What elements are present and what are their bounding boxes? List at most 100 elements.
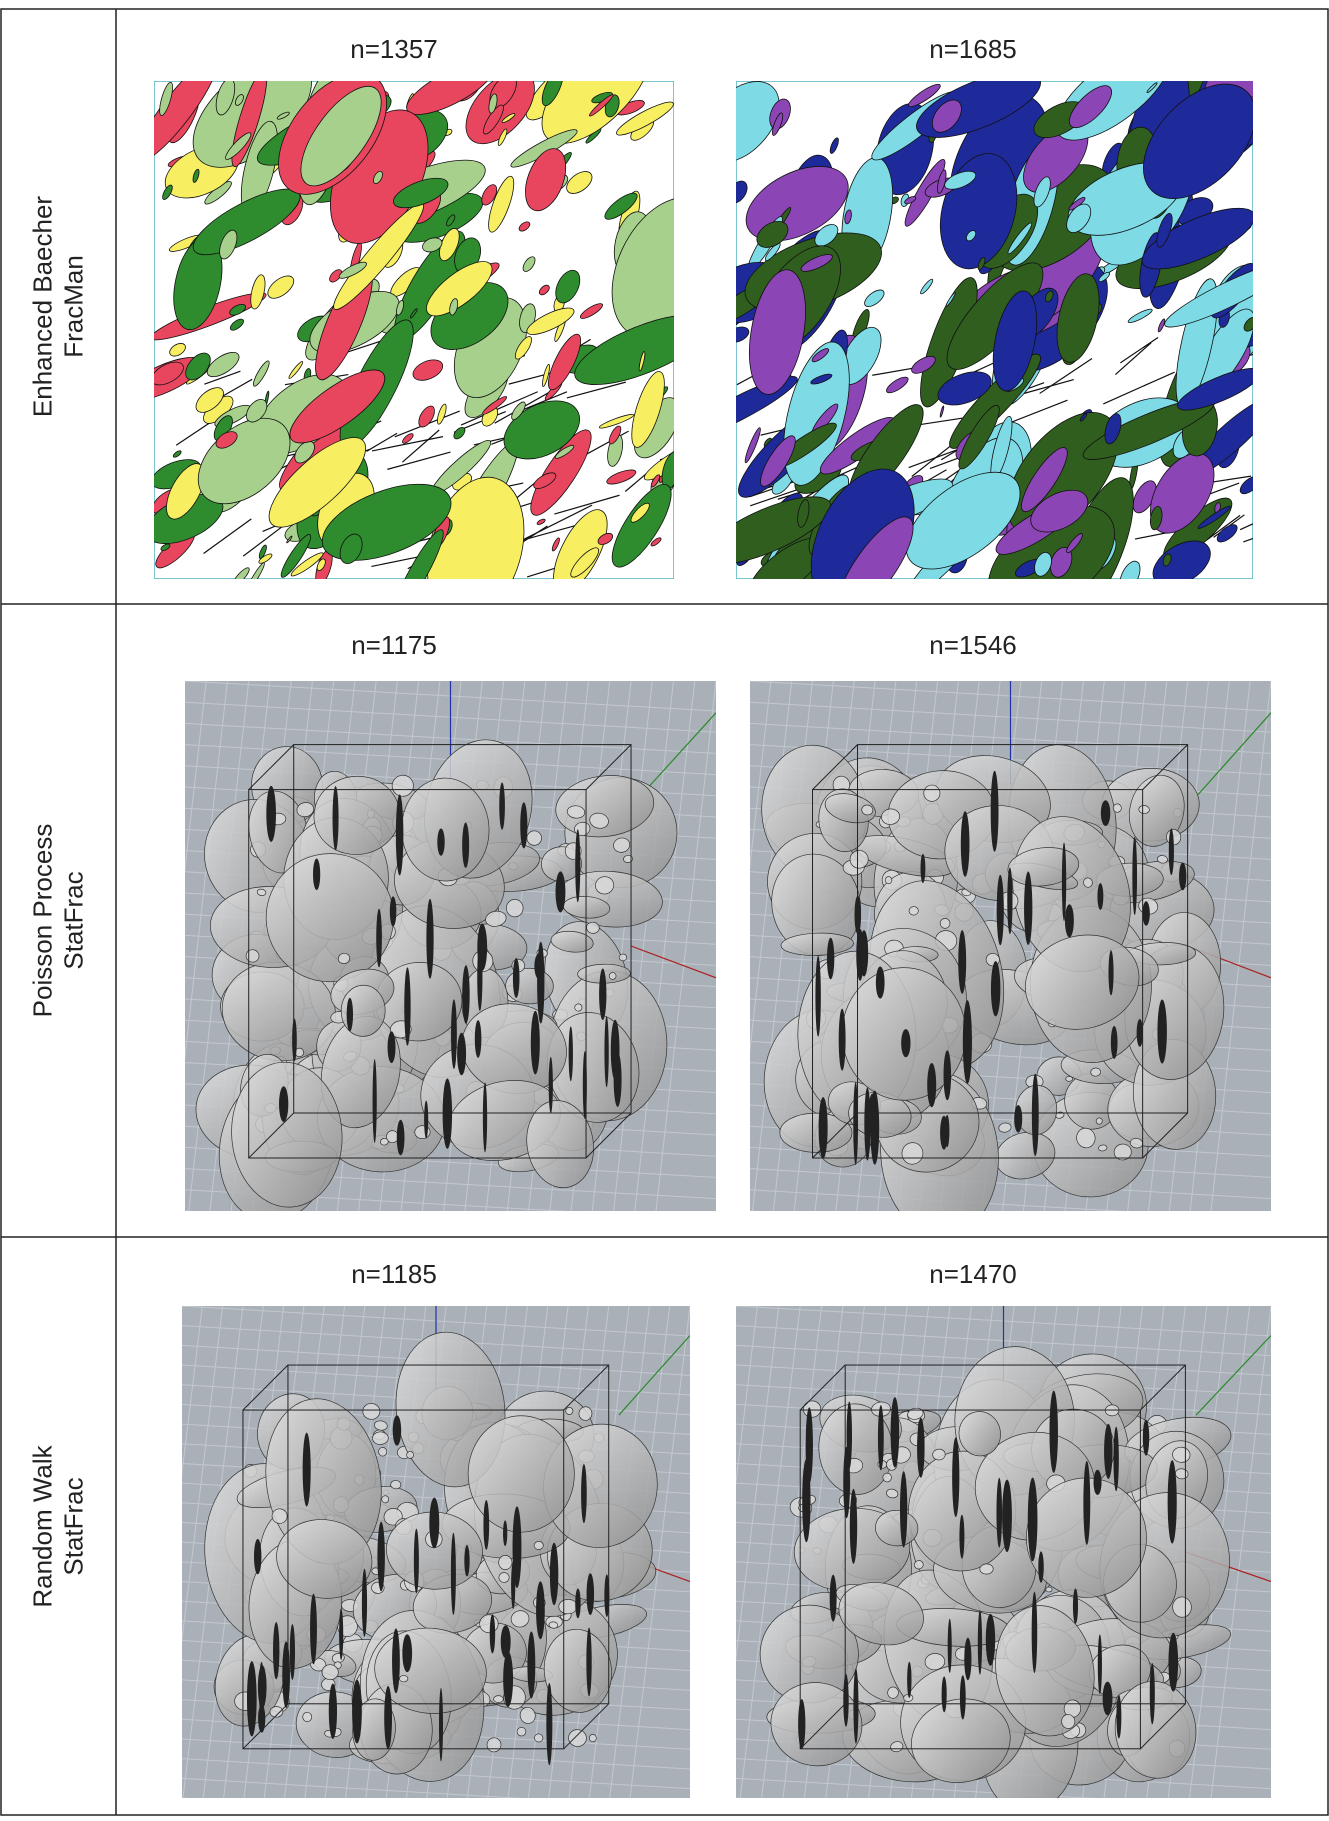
- fracture-edge: [587, 1573, 595, 1615]
- fracture-edge: [384, 1686, 392, 1749]
- fracture-edge: [1032, 1592, 1038, 1673]
- fracture-edge: [310, 1594, 317, 1665]
- fracture-edge: [575, 829, 580, 902]
- fracture-edge: [477, 943, 482, 1011]
- fracture-edge: [991, 961, 1000, 1016]
- fracture-edge: [581, 1464, 587, 1523]
- fracture-edge: [1104, 1424, 1112, 1479]
- fracture: [378, 1447, 387, 1456]
- fracture-edge: [959, 1515, 964, 1559]
- fracture-edge: [290, 1624, 295, 1680]
- fracture-edge: [948, 1619, 952, 1673]
- fracture-edge: [550, 1543, 558, 1605]
- fracture-edge: [1098, 1634, 1102, 1694]
- fracture-edge: [443, 1079, 452, 1149]
- fracture-edge: [798, 1699, 805, 1749]
- fracture: [909, 906, 919, 915]
- row-label-line: FracMan: [59, 255, 89, 358]
- fracture-edge: [1116, 1695, 1121, 1739]
- fracture-edge: [843, 1674, 848, 1727]
- fracture-edge: [333, 786, 339, 850]
- fracture-edge: [1014, 1105, 1022, 1133]
- fracture-edge: [462, 965, 469, 1023]
- fracture-edge: [964, 1638, 971, 1681]
- fracture: [390, 1480, 401, 1489]
- fracture-trace: [1246, 399, 1325, 415]
- fracture-edge: [978, 1610, 982, 1674]
- fracture-edge: [827, 938, 834, 980]
- panel-caption: n=1546: [929, 630, 1016, 660]
- page: {"rows": [ {"label": ["Enhanced Baecher"…: [0, 0, 1329, 1816]
- fracture-edge: [1143, 1420, 1149, 1456]
- fracture-edge: [503, 1651, 513, 1706]
- fracture-edge: [292, 1018, 297, 1061]
- fracture-edge: [847, 1402, 852, 1469]
- panel-image: [119, 16, 741, 632]
- fracture-edge: [279, 1086, 288, 1122]
- fracture-edge: [254, 1539, 261, 1574]
- row-label-line: StatFrac: [59, 871, 89, 969]
- fracture-edge: [876, 966, 885, 998]
- fracture: [883, 1473, 892, 1482]
- fracture-edge: [960, 1675, 966, 1719]
- fracture-edge: [303, 1433, 311, 1507]
- fracture: [549, 1621, 559, 1628]
- fracture-edge: [549, 1057, 553, 1114]
- fracture-edge: [475, 1020, 482, 1058]
- panel-caption: n=1185: [351, 1259, 437, 1289]
- ground-grid: [125, 681, 185, 1211]
- fracture-edge: [527, 1632, 535, 1699]
- fracture-edge: [1113, 1427, 1118, 1491]
- fracture-edge: [986, 1614, 995, 1666]
- fracture-edge: [483, 1083, 487, 1153]
- row-label-line: Enhanced Baecher: [28, 196, 58, 418]
- fracture-edge: [1028, 1478, 1038, 1562]
- fracture-edge: [513, 1506, 522, 1588]
- fracture-edge: [377, 1522, 384, 1591]
- fracture-edge: [273, 1622, 279, 1679]
- fracture-edge: [958, 930, 966, 994]
- row-label-line: Poisson Process: [28, 824, 58, 1018]
- fracture-edge: [961, 811, 970, 876]
- fracture: [372, 1432, 388, 1445]
- fracture-edge: [483, 1500, 489, 1550]
- fracture-edge: [575, 1589, 580, 1619]
- fracture-edge: [1168, 1633, 1178, 1692]
- fracture-edge: [329, 1684, 337, 1739]
- fracture-edge: [520, 802, 527, 848]
- fracture-edge: [850, 1489, 857, 1564]
- fracture-edge: [599, 969, 606, 1020]
- panel-caption: n=1175: [351, 630, 437, 660]
- panel-image: [672, 14, 1326, 635]
- row-label: Poisson ProcessStatFrac: [28, 824, 89, 1018]
- fracture-edge: [414, 1529, 419, 1594]
- fracture-edge: [878, 1405, 884, 1470]
- fracture-edge: [531, 1011, 540, 1075]
- fracture: [619, 954, 627, 961]
- fracture-edge: [437, 829, 444, 856]
- fracture-edge: [1157, 1000, 1166, 1064]
- fracture-edge: [393, 1415, 401, 1445]
- fracture-edge: [392, 1628, 400, 1693]
- fracture-edge: [1169, 828, 1174, 875]
- panel-image: [125, 681, 716, 1241]
- fracture: [980, 1564, 994, 1575]
- fracture-edge: [830, 1575, 837, 1622]
- fracture-edge: [266, 786, 276, 842]
- fracture-edge: [586, 1628, 591, 1697]
- fracture-edge: [901, 1029, 910, 1057]
- fracture-edge: [1083, 1461, 1090, 1545]
- fracture-edge: [569, 1026, 573, 1081]
- fracture: [803, 1401, 821, 1418]
- fracture: [1066, 1076, 1073, 1081]
- panel-caption: n=1357: [350, 34, 437, 64]
- fracture-edge: [397, 1120, 405, 1156]
- fracture-edge: [604, 1016, 608, 1087]
- fracture-edge: [819, 1097, 828, 1158]
- fracture-edge: [1132, 837, 1137, 915]
- fracture-edge: [1062, 843, 1066, 922]
- fracture-edge: [402, 1634, 412, 1672]
- fracture-edge: [611, 1020, 620, 1080]
- fracture-edge: [462, 823, 469, 868]
- fracture-edge: [1111, 1026, 1118, 1059]
